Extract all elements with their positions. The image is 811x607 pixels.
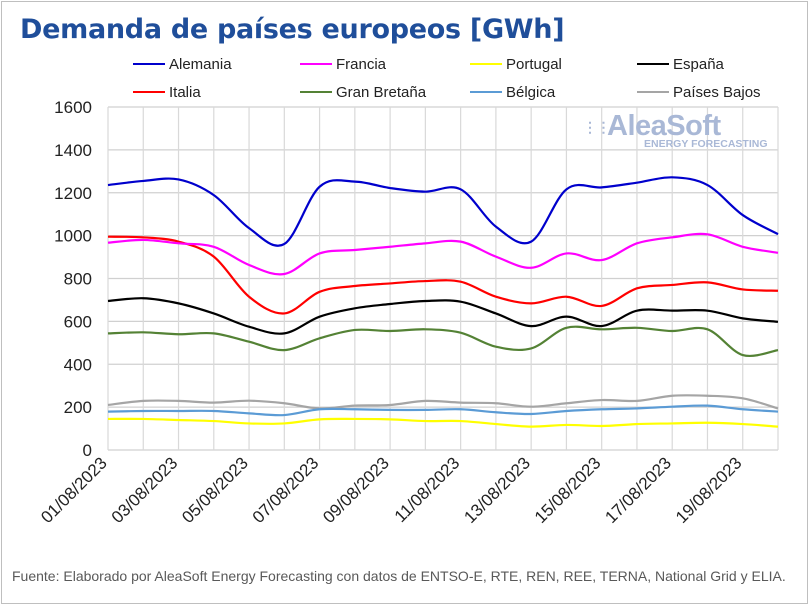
y-tick-label: 800 — [64, 270, 92, 289]
legend-label: Francia — [336, 55, 387, 73]
legend-swatch — [133, 63, 165, 65]
series-line-alemania — [107, 176, 779, 247]
legend-label: España — [673, 55, 724, 73]
legend-item: Francia — [300, 54, 386, 74]
y-tick-label: 1400 — [54, 141, 92, 160]
legend-swatch — [300, 91, 332, 93]
y-tick-label: 1200 — [54, 184, 92, 203]
legend-swatch — [637, 63, 669, 65]
legend-swatch — [637, 91, 669, 93]
logo-tagline: ENERGY FORECASTING — [644, 138, 768, 150]
y-tick-label: 400 — [64, 355, 92, 374]
source-footer: Fuente: Elaborado por AleaSoft Energy Fo… — [12, 568, 786, 584]
y-tick-label: 600 — [64, 312, 92, 331]
legend-item: Bélgica — [470, 82, 555, 102]
y-tick-label: 1000 — [54, 227, 92, 246]
series-line-españa — [107, 297, 779, 335]
logo-name: AleaSoft — [607, 110, 721, 142]
legend-label: Alemania — [169, 55, 232, 73]
x-tick-label: 11/08/2023 — [391, 453, 464, 526]
legend-label: Países Bajos — [673, 83, 761, 101]
y-tick-label: 200 — [64, 398, 92, 417]
series-line-italia — [107, 235, 779, 315]
series-line-portugal — [107, 417, 779, 428]
x-tick-label: 01/08/2023 — [37, 453, 111, 527]
x-tick-label: 05/08/2023 — [178, 453, 252, 527]
aleasoft-logo: ⋮⋮AleaSoft ENERGY FORECASTING — [583, 110, 768, 151]
legend-label: Bélgica — [506, 83, 556, 101]
chart-title: Demanda de países europeos [GWh] — [20, 14, 565, 45]
series-line-países-bajos — [107, 394, 779, 410]
legend-label: Gran Bretaña — [336, 83, 427, 101]
legend-item: Países Bajos — [637, 82, 761, 102]
legend-item: Portugal — [470, 54, 562, 74]
legend-item: España — [637, 54, 724, 74]
legend-item: Italia — [133, 82, 201, 102]
x-tick-label: 17/08/2023 — [601, 453, 675, 527]
y-tick-label: 0 — [83, 441, 92, 460]
x-tick-label: 03/08/2023 — [108, 453, 182, 527]
legend-label: Portugal — [506, 55, 562, 73]
x-tick-label: 15/08/2023 — [531, 453, 605, 527]
x-tick-label: 19/08/2023 — [672, 453, 746, 527]
legend-swatch — [470, 91, 502, 93]
legend-swatch — [300, 63, 332, 65]
legend-swatch — [470, 63, 502, 65]
legend-item: Alemania — [133, 54, 232, 74]
x-tick-label: 13/08/2023 — [460, 453, 534, 527]
series-line-bélgica — [107, 404, 779, 417]
series-line-gran-bretaña — [107, 325, 779, 357]
x-tick-label: 07/08/2023 — [249, 453, 323, 527]
legend-label: Italia — [169, 83, 201, 101]
legend-item: Gran Bretaña — [300, 82, 426, 102]
x-tick-label: 09/08/2023 — [319, 453, 393, 527]
series-line-francia — [107, 232, 779, 276]
legend-swatch — [133, 91, 165, 93]
y-tick-label: 1600 — [54, 98, 92, 117]
logo-dots-icon: ⋮⋮ — [583, 119, 611, 136]
